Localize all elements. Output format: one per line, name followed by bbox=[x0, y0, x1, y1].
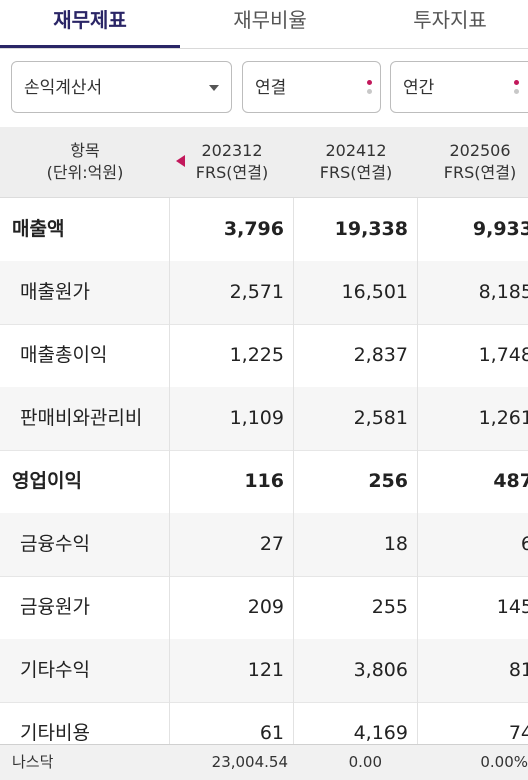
row-label: 판매비와관리비 bbox=[0, 387, 170, 450]
row-value: 81 bbox=[508, 659, 528, 681]
table-row[interactable]: 기타수익 121 3,806 81 bbox=[0, 639, 528, 703]
row-value: 74 bbox=[508, 722, 528, 744]
header-period: 202506 bbox=[449, 141, 511, 160]
row-value: 19,338 bbox=[294, 198, 418, 261]
row-value: 61 bbox=[170, 702, 294, 744]
row-label: 매출원가 bbox=[0, 261, 170, 324]
row-value: 1,109 bbox=[170, 387, 294, 450]
row-label: 매출액 bbox=[0, 198, 170, 261]
ticker-name: 나스닥 bbox=[12, 753, 54, 771]
period-select[interactable]: 연간 bbox=[390, 61, 528, 113]
row-label: 영업이익 bbox=[0, 450, 170, 513]
statement-type-select[interactable]: 손익계산서 bbox=[11, 61, 232, 113]
caret-down-icon bbox=[209, 85, 219, 91]
ticker-value: 23,004.54 bbox=[211, 753, 288, 771]
row-label: 금융수익 bbox=[0, 513, 170, 576]
row-value: 2,571 bbox=[170, 261, 294, 324]
header-column: 202506 FRS(연결) bbox=[418, 127, 528, 197]
header-basis: FRS(연결) bbox=[195, 163, 269, 182]
table-row[interactable]: 영업이익 116 256 487 bbox=[0, 450, 528, 514]
row-value: 18 bbox=[294, 513, 418, 576]
period-value: 연간 bbox=[403, 78, 435, 98]
row-label: 기타수익 bbox=[0, 639, 170, 702]
table-row[interactable]: 금융원가 209 255 145 bbox=[0, 576, 528, 640]
row-label: 기타비용 bbox=[0, 702, 170, 744]
market-ticker-bar[interactable]: 나스닥 23,004.54 0.00 0.00% bbox=[0, 744, 528, 780]
consolidation-value: 연결 bbox=[255, 78, 287, 98]
header-column: 202412 FRS(연결) bbox=[294, 127, 418, 197]
header-basis: FRS(연결) bbox=[443, 163, 517, 182]
row-value: 255 bbox=[294, 576, 418, 639]
row-value: 487 bbox=[493, 470, 528, 492]
header-basis: FRS(연결) bbox=[319, 163, 393, 182]
spinner-dots-icon bbox=[514, 80, 520, 98]
row-value: 145 bbox=[496, 596, 528, 618]
row-value: 209 bbox=[170, 576, 294, 639]
consolidation-select[interactable]: 연결 bbox=[242, 61, 381, 113]
row-value: 3,806 bbox=[294, 639, 418, 702]
row-value: 256 bbox=[294, 450, 418, 513]
statement-type-value: 손익계산서 bbox=[24, 78, 103, 98]
ticker-change: 0.00 bbox=[348, 753, 382, 771]
row-value: 6 bbox=[520, 533, 528, 555]
table-row[interactable]: 금융수익 27 18 6 bbox=[0, 513, 528, 577]
header-column: 202312 FRS(연결) bbox=[170, 127, 294, 197]
row-value: 9,933 bbox=[472, 218, 528, 240]
table-row[interactable]: 매출총이익 1,225 2,837 1,748 bbox=[0, 324, 528, 388]
row-value: 116 bbox=[170, 450, 294, 513]
tab-financial-statements[interactable]: 재무제표 bbox=[0, 0, 180, 48]
header-item-unit: (단위:억원) bbox=[46, 163, 124, 182]
table-row[interactable]: 매출원가 2,571 16,501 8,185 bbox=[0, 261, 528, 325]
ticker-change-pct: 0.00% bbox=[480, 753, 528, 771]
row-value: 1,261 bbox=[478, 407, 528, 429]
header-item: 항목 (단위:억원) bbox=[0, 127, 170, 197]
row-value: 2,837 bbox=[294, 324, 418, 387]
row-value: 27 bbox=[170, 513, 294, 576]
table-row[interactable]: 기타비용 61 4,169 74 bbox=[0, 702, 528, 744]
row-value: 16,501 bbox=[294, 261, 418, 324]
row-value: 3,796 bbox=[170, 198, 294, 261]
table-body: 매출액 3,796 19,338 9,933 매출원가 2,571 16,501 8,185 매… bbox=[0, 198, 528, 744]
row-value: 2,581 bbox=[294, 387, 418, 450]
table-row[interactable]: 매출액 3,796 19,338 9,933 bbox=[0, 198, 528, 262]
tab-bar: 재무제표 재무비율 투자지표 bbox=[0, 0, 528, 49]
header-period: 202412 bbox=[325, 141, 387, 160]
tab-investment-indicators[interactable]: 투자지표 bbox=[413, 8, 487, 32]
spinner-dots-icon bbox=[367, 80, 373, 98]
row-label: 금융원가 bbox=[0, 576, 170, 639]
table-header: 항목 (단위:억원) 202312 FRS(연결) 202412 FRS(연결)… bbox=[0, 127, 528, 198]
header-item-title: 항목 bbox=[70, 141, 100, 160]
tab-financial-ratios[interactable]: 재무비율 bbox=[233, 8, 307, 32]
row-value: 1,748 bbox=[478, 344, 528, 366]
row-value: 121 bbox=[170, 639, 294, 702]
row-label: 매출총이익 bbox=[0, 324, 170, 387]
header-period: 202312 bbox=[201, 141, 263, 160]
table-row[interactable]: 판매비와관리비 1,109 2,581 1,261 bbox=[0, 387, 528, 451]
row-value: 4,169 bbox=[294, 702, 418, 744]
scroll-left-arrow-icon[interactable] bbox=[176, 155, 185, 167]
row-value: 1,225 bbox=[170, 324, 294, 387]
row-value: 8,185 bbox=[478, 281, 528, 303]
